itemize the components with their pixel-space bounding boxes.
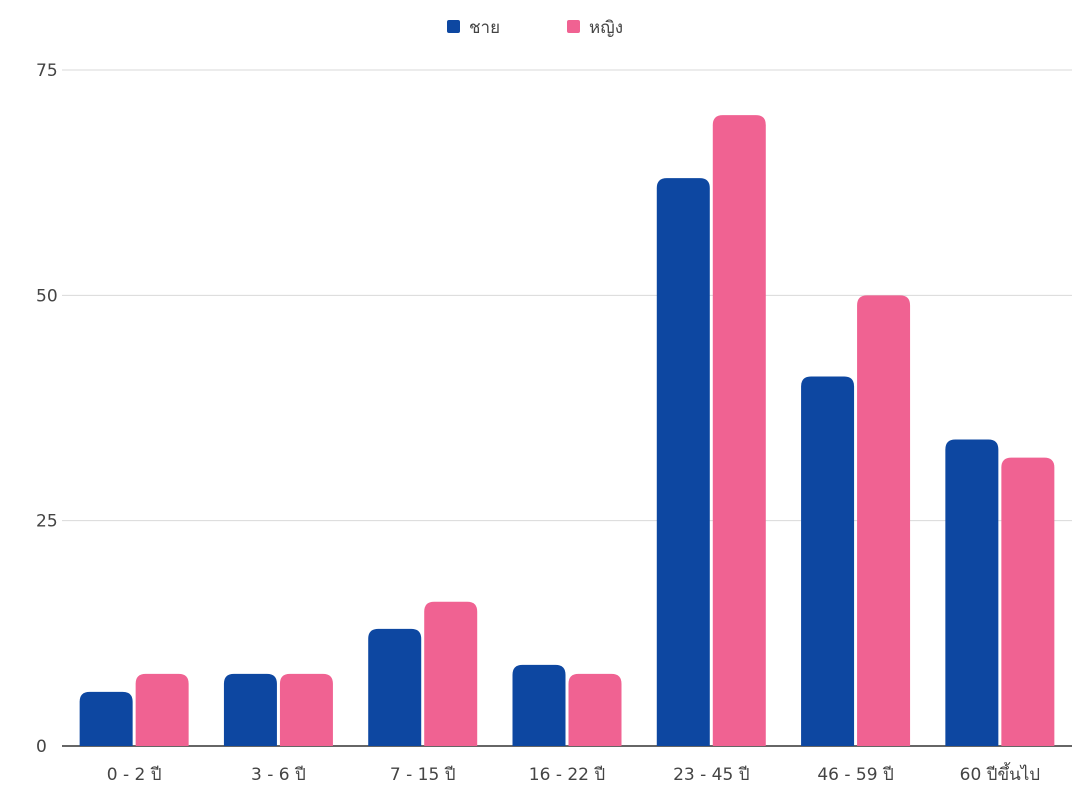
bar-series-1	[79, 691, 133, 746]
y-tick-label: 0	[36, 737, 47, 757]
x-tick-label: 46 - 59 ปี	[817, 765, 893, 785]
bar-series-1	[368, 628, 422, 746]
gridlines	[62, 69, 1072, 747]
x-tick-label: 7 - 15 ปี	[390, 765, 456, 785]
legend: ชาย หญิง	[447, 18, 623, 38]
bar-series-2	[712, 115, 766, 747]
bar-series-2	[1001, 457, 1055, 746]
y-axis-ticks: 0 25 50 75	[36, 61, 58, 757]
x-tick-label: 60 ปีขึ้นไป	[960, 762, 1040, 785]
legend-label-2: หญิง	[589, 18, 623, 38]
y-tick-label: 75	[36, 61, 58, 81]
bar-series-1	[945, 439, 999, 746]
legend-swatch-2	[567, 20, 580, 33]
bar-series-2	[279, 673, 333, 746]
bar-series-1	[656, 178, 710, 746]
bar-series-2	[857, 295, 911, 746]
bar-series-2	[568, 673, 622, 746]
x-tick-label: 3 - 6 ปี	[251, 765, 306, 785]
bar-series-2	[424, 601, 478, 746]
x-tick-label: 0 - 2 ปี	[107, 765, 162, 785]
bar-series-1	[223, 673, 277, 746]
x-axis-ticks: 0 - 2 ปี 3 - 6 ปี 7 - 15 ปี 16 - 22 ปี 23 - …	[107, 762, 1040, 785]
bar-series-2	[135, 673, 189, 746]
bar-series-1	[512, 664, 566, 746]
legend-label-1: ชาย	[469, 18, 500, 38]
bar-series-1	[801, 376, 855, 746]
x-tick-label: 23 - 45 ปี	[673, 765, 749, 785]
x-tick-label: 16 - 22 ปี	[529, 765, 605, 785]
y-tick-label: 25	[36, 512, 58, 532]
legend-swatch-1	[447, 20, 460, 33]
bars	[79, 115, 1055, 747]
y-tick-label: 50	[36, 286, 58, 306]
